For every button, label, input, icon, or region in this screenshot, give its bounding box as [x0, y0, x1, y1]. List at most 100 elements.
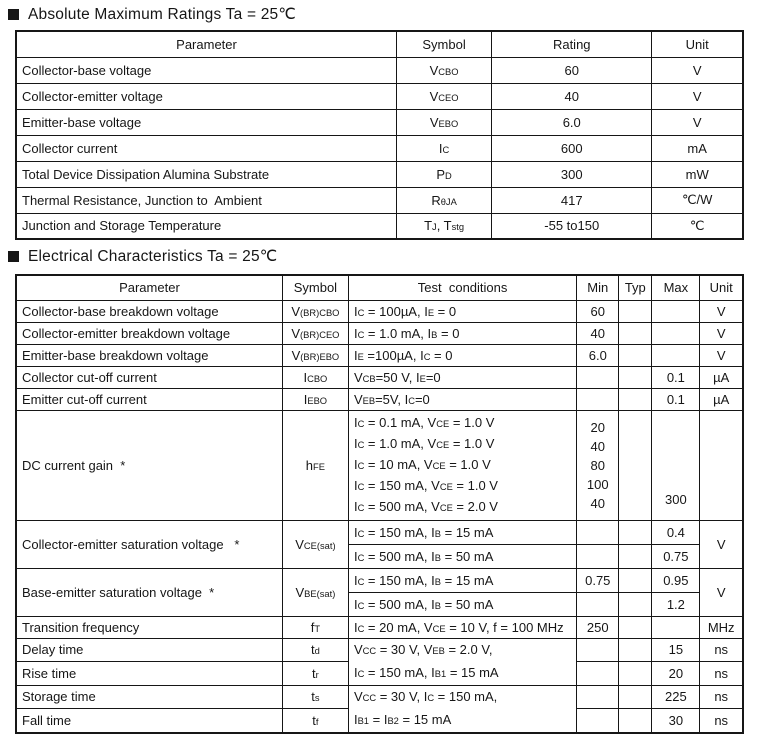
table-row-hfe: DC current gain * hFE IC = 0.1 mA, VCE =…	[15, 409, 744, 521]
col-header-symbol: Symbol	[396, 30, 493, 58]
min-cell	[576, 543, 620, 569]
cond-cell: IC = 500 mA, IB = 50 mA	[347, 591, 578, 617]
symbol-cell: IEBO	[281, 387, 349, 411]
param-cell: Base-emitter saturation voltage *	[15, 567, 283, 617]
cond-cell: VCB=50 V, IE=0	[347, 365, 578, 389]
section-title-electrical-characteristics: Electrical Characteristics Ta = 25℃	[8, 247, 277, 266]
table-row: Thermal Resistance, Junction to Ambient …	[15, 186, 744, 214]
symbol-cell: V(BR)EBO	[281, 343, 349, 367]
rating-cell: 300	[491, 160, 653, 188]
param-cell: Collector-emitter voltage	[15, 82, 398, 110]
param-cell: Rise time	[15, 661, 283, 686]
symbol-cell: ICBO	[281, 365, 349, 389]
unit-cell: ℃/W	[651, 186, 744, 214]
rating-cell: -55 to150	[491, 212, 653, 240]
min-cell	[576, 684, 620, 710]
max-cell	[651, 615, 701, 639]
col-header-unit: Unit	[651, 30, 744, 58]
unit-cell: V	[699, 299, 744, 323]
symbol-cell: RθJA	[396, 186, 493, 214]
cond-cell: VCC = 30 V, VEB = 2.0 V, IC = 150 mA, IB…	[347, 637, 578, 686]
param-cell: Junction and Storage Temperature	[15, 212, 398, 240]
cond-cell: IC = 1.0 mA, IB = 0	[347, 321, 578, 345]
cond-cell: IC = 150 mA, IB = 15 mA	[347, 567, 578, 593]
unit-cell: ns	[699, 637, 744, 662]
param-cell: Transition frequency	[15, 615, 283, 639]
unit-cell: µA	[699, 387, 744, 411]
param-cell: Collector-emitter breakdown voltage	[15, 321, 283, 345]
table-row: Collector-emitter voltage VCEO 40 V	[15, 82, 744, 110]
col-header-rating: Rating	[491, 30, 653, 58]
param-cell: Delay time	[15, 637, 283, 662]
symbol-cell: tf	[281, 708, 349, 733]
cond-cell: IC = 20 mA, VCE = 10 V, f = 100 MHz	[347, 615, 578, 639]
typ-cell	[618, 591, 653, 617]
symbol-cell: ts	[281, 684, 349, 710]
max-cell: 0.1	[651, 365, 701, 389]
table-row: Emitter-base voltage VEBO 6.0 V	[15, 108, 744, 136]
symbol-cell: td	[281, 637, 349, 662]
unit-cell: ns	[699, 708, 744, 733]
header-row: Parameter Symbol Test conditions Min Typ…	[15, 274, 744, 301]
unit-cell: V	[651, 56, 744, 84]
datasheet-page: { "section1": { "title": "Absolute Maxim…	[8, 6, 744, 734]
max-cell	[651, 299, 701, 323]
min-cell: 60	[576, 299, 620, 323]
table-row: Storage time ts VCC = 30 V, IC = 150 mA,…	[15, 684, 744, 733]
param-cell: Collector-emitter saturation voltage *	[15, 519, 283, 569]
table-row: Total Device Dissipation Alumina Substra…	[15, 160, 744, 188]
cond-cell: VEB=5V, IC=0	[347, 387, 578, 411]
max-cell: 0.95	[651, 567, 701, 593]
min-cell	[576, 591, 620, 617]
typ-cell	[618, 543, 653, 569]
table-row: Emitter cut-off current IEBO VEB=5V, IC=…	[15, 387, 744, 411]
unit-cell: ns	[699, 684, 744, 710]
cond-cell: IC = 100µA, IE = 0	[347, 299, 578, 323]
rating-cell: 6.0	[491, 108, 653, 136]
col-header-typ: Typ	[618, 274, 653, 301]
symbol-cell: V(BR)CBO	[281, 299, 349, 323]
param-cell: Emitter-base breakdown voltage	[15, 343, 283, 367]
typ-cell	[618, 409, 653, 521]
param-cell: DC current gain *	[15, 409, 283, 521]
min-cell	[576, 365, 620, 389]
max-cell: 30	[651, 708, 701, 733]
typ-cell	[618, 365, 653, 389]
min-cell: 20 40 80 100 40	[576, 409, 620, 521]
unit-cell: V	[699, 321, 744, 345]
symbol-cell: V(BR)CEO	[281, 321, 349, 345]
min-cell	[576, 519, 620, 545]
max-cell: 1.2	[651, 591, 701, 617]
symbol-cell: VCBO	[396, 56, 493, 84]
unit-cell: V	[699, 519, 744, 569]
min-cell: 250	[576, 615, 620, 639]
max-cell: 0.4	[651, 519, 701, 545]
symbol-cell: TJ, Tstg	[396, 212, 493, 240]
max-cell	[651, 321, 701, 345]
cond-cell: IC = 150 mA, IB = 15 mA	[347, 519, 578, 545]
cond-cell: IC = 0.1 mA, VCE = 1.0 V IC = 1.0 mA, VC…	[347, 409, 578, 521]
col-header-test-conditions: Test conditions	[347, 274, 578, 301]
unit-cell: MHz	[699, 615, 744, 639]
electrical-characteristics-table: Parameter Symbol Test conditions Min Typ…	[15, 274, 744, 734]
table-row: Base-emitter saturation voltage * VBE(sa…	[15, 567, 744, 617]
param-cell: Collector-base voltage	[15, 56, 398, 84]
cond-cell: VCC = 30 V, IC = 150 mA, IB1 = IB2 = 15 …	[347, 684, 578, 733]
typ-cell	[618, 387, 653, 411]
symbol-cell: hFE	[281, 409, 349, 521]
table-row: Transition frequency fT IC = 20 mA, VCE …	[15, 615, 744, 639]
param-cell: Storage time	[15, 684, 283, 710]
typ-cell	[618, 321, 653, 345]
unit-cell: V	[651, 82, 744, 110]
typ-cell	[618, 637, 653, 662]
cond-cell: IC = 500 mA, IB = 50 mA	[347, 543, 578, 569]
table-row: Collector-base voltage VCBO 60 V	[15, 56, 744, 84]
table-row: Collector-emitter saturation voltage * V…	[15, 519, 744, 569]
symbol-cell: VEBO	[396, 108, 493, 136]
min-cell	[576, 387, 620, 411]
absolute-maximum-ratings-table: Parameter Symbol Rating Unit Collector-b…	[15, 30, 744, 240]
param-cell: Thermal Resistance, Junction to Ambient	[15, 186, 398, 214]
unit-cell: ns	[699, 661, 744, 686]
col-header-min: Min	[576, 274, 620, 301]
table-row: Delay time td VCC = 30 V, VEB = 2.0 V, I…	[15, 637, 744, 686]
